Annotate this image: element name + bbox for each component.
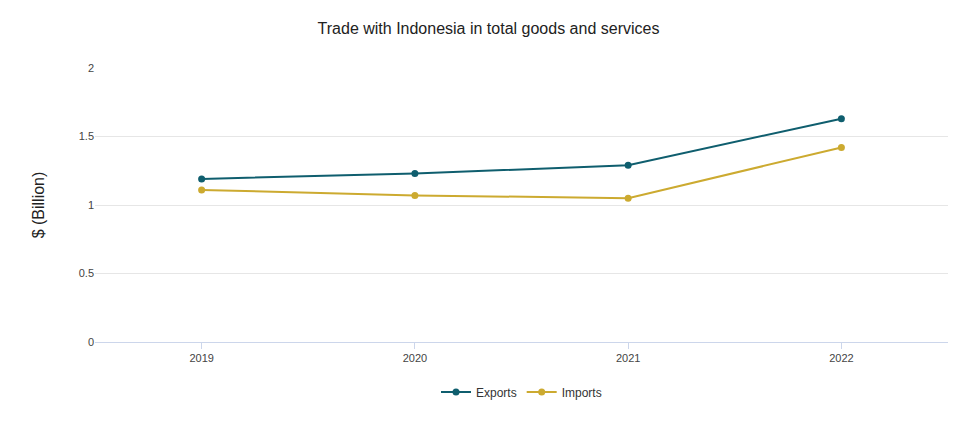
svg-text:2019: 2019 (189, 352, 213, 364)
svg-text:1.5: 1.5 (79, 130, 94, 142)
svg-text:Trade with Indonesia in total: Trade with Indonesia in total goods and … (318, 20, 660, 37)
svg-text:2020: 2020 (403, 352, 427, 364)
svg-text:Exports: Exports (476, 386, 517, 400)
svg-text:2021: 2021 (616, 352, 640, 364)
svg-text:0.5: 0.5 (79, 267, 94, 279)
svg-text:2022: 2022 (829, 352, 853, 364)
svg-text:2: 2 (88, 62, 94, 74)
svg-text:$ (Billion): $ (Billion) (30, 172, 47, 239)
svg-text:Imports: Imports (562, 386, 602, 400)
svg-text:1: 1 (88, 199, 94, 211)
svg-text:0: 0 (88, 336, 94, 348)
